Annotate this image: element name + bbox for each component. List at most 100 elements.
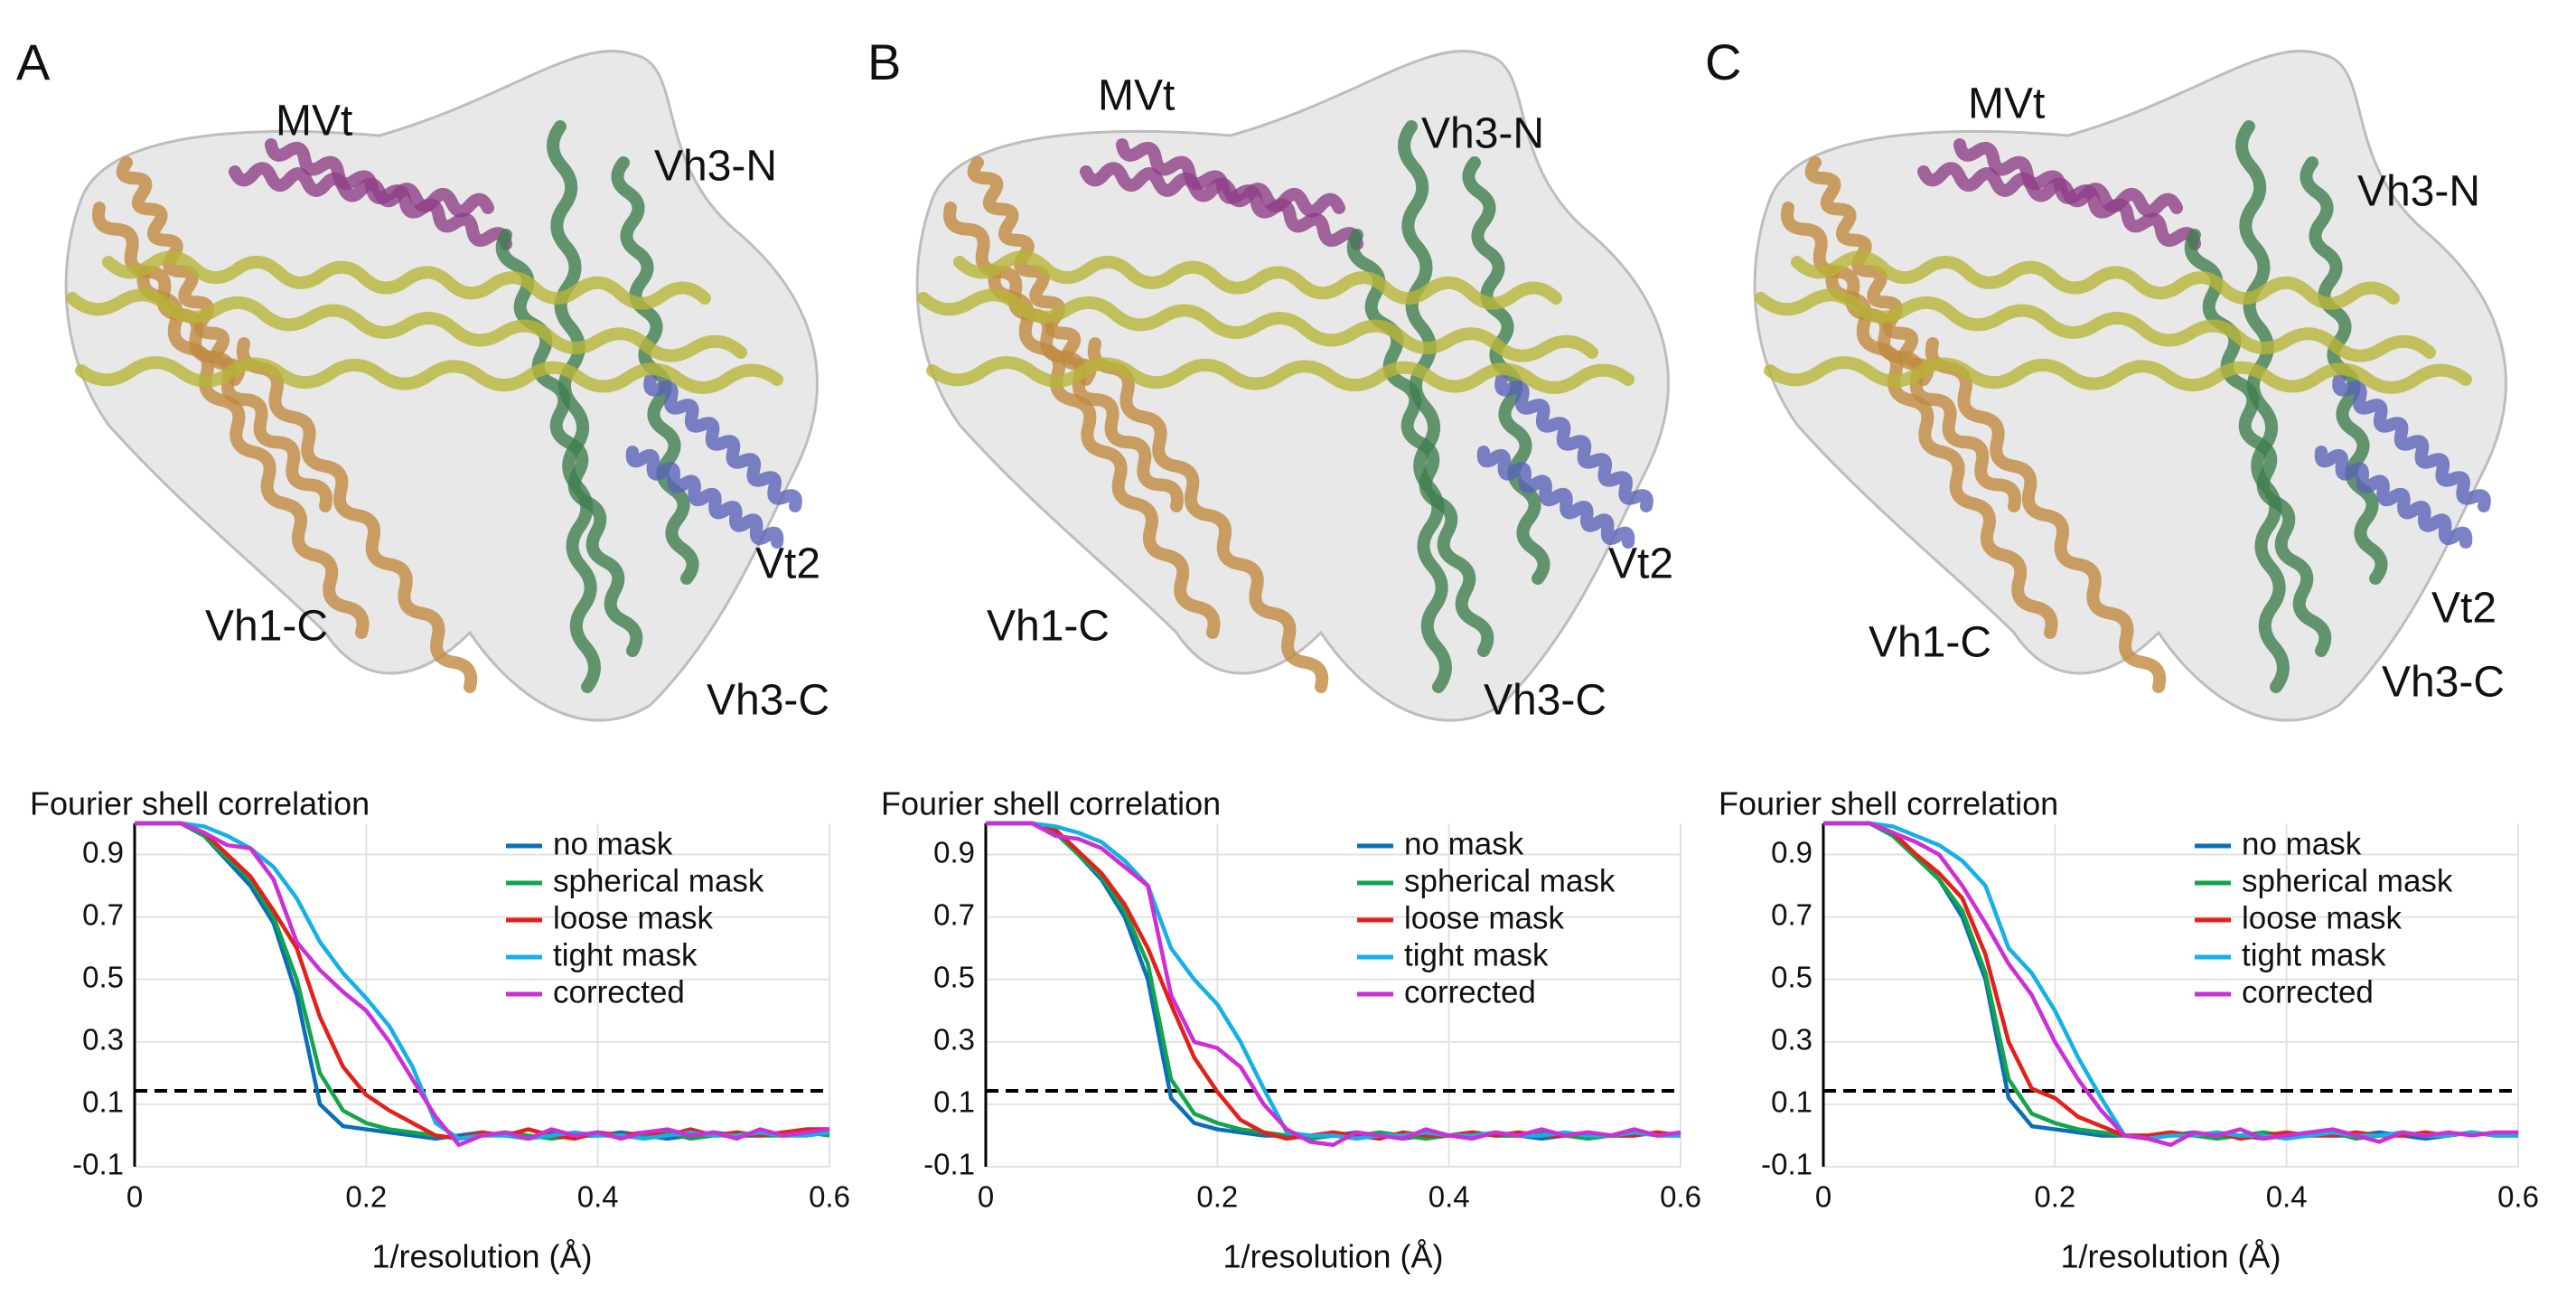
structure-label: MVt bbox=[1098, 72, 1175, 120]
helix bbox=[547, 120, 601, 693]
y-tick-label: 0.3 bbox=[933, 1023, 975, 1057]
legend-label: loose mask bbox=[2242, 900, 2403, 935]
panel-letter: C bbox=[1705, 33, 1741, 90]
helix bbox=[1755, 288, 2436, 362]
structure-label: Vh3-C bbox=[1484, 677, 1606, 725]
y-tick-label: 0.3 bbox=[1771, 1023, 1813, 1057]
y-tick-label: 0.9 bbox=[1771, 835, 1813, 869]
structure-panel: B MVt Vh3-N Vt2 Vh1-C Vh3-C bbox=[867, 33, 1673, 725]
fsc-line bbox=[135, 821, 830, 1148]
y-tick-label: 0.1 bbox=[1771, 1085, 1813, 1119]
helix bbox=[66, 288, 747, 362]
panel-letter: A bbox=[16, 33, 51, 90]
x-tick-label: 0.6 bbox=[1660, 1180, 1701, 1214]
legend-label: spherical mask bbox=[2242, 863, 2453, 898]
structure-label: MVt bbox=[1968, 80, 2045, 128]
y-tick-label: -0.1 bbox=[72, 1148, 124, 1181]
helix bbox=[1476, 446, 1635, 549]
x-tick-label: 0.6 bbox=[809, 1180, 850, 1214]
y-tick-label: 0.5 bbox=[933, 960, 975, 993]
helix bbox=[2235, 120, 2290, 693]
x-axis-title: 1/resolution (Å) bbox=[371, 1238, 592, 1275]
helix bbox=[1953, 138, 2201, 250]
y-tick-label: 0.5 bbox=[82, 960, 124, 993]
legend-label: no mask bbox=[553, 826, 673, 861]
y-tick-label: 0.1 bbox=[82, 1085, 124, 1119]
helix bbox=[1925, 337, 2167, 693]
legend-label: corrected bbox=[553, 974, 685, 1010]
helix bbox=[495, 229, 643, 657]
structure-panel: C MVt Vh3-N Vt2 Vh1-C Vh3-C bbox=[1705, 33, 2507, 722]
structure-label: Vt2 bbox=[1608, 540, 1673, 588]
structure-label: Vh1-C bbox=[1869, 619, 1991, 667]
helix bbox=[102, 250, 711, 310]
helix bbox=[1825, 265, 2058, 639]
helix bbox=[2332, 373, 2491, 512]
legend-label: corrected bbox=[2242, 974, 2374, 1010]
legend-label: loose mask bbox=[553, 900, 714, 935]
legend-label: spherical mask bbox=[553, 863, 764, 898]
y-tick-label: 0.3 bbox=[82, 1023, 124, 1057]
structure-label: Vh3-C bbox=[2382, 659, 2505, 707]
helix bbox=[926, 356, 1635, 394]
legend-label: loose mask bbox=[1404, 900, 1565, 935]
helix bbox=[136, 265, 370, 639]
structure-label: Vh3-N bbox=[1421, 110, 1544, 158]
helix bbox=[953, 250, 1562, 310]
y-tick-label: 0.1 bbox=[933, 1085, 975, 1119]
helix bbox=[967, 156, 1097, 386]
x-tick-label: 0.2 bbox=[345, 1180, 387, 1214]
x-tick-label: 0 bbox=[978, 1180, 994, 1214]
x-tick-label: 0.4 bbox=[1429, 1180, 1470, 1214]
fsc-chart: -0.1 0.1 0.3 0.5 0.7 0.9 0 0.2 0.4 0.6 Fourier she… bbox=[881, 785, 1701, 1275]
helix bbox=[1791, 250, 2400, 310]
legend-label: corrected bbox=[1404, 974, 1536, 1010]
helix bbox=[1398, 120, 1452, 693]
helix bbox=[229, 162, 494, 218]
helix bbox=[75, 356, 783, 394]
helix bbox=[1494, 373, 1653, 512]
y-tick-label: 0.9 bbox=[933, 835, 975, 869]
helix bbox=[2314, 446, 2473, 549]
structure-label: Vt2 bbox=[2431, 585, 2496, 633]
panel-letter: B bbox=[867, 33, 901, 90]
x-tick-label: 0.6 bbox=[2497, 1180, 2539, 1214]
y-tick-label: -0.1 bbox=[923, 1148, 975, 1181]
helix bbox=[1116, 138, 1363, 250]
helix bbox=[1346, 229, 1494, 657]
fsc-line bbox=[986, 821, 1681, 1148]
legend-label: spherical mask bbox=[1404, 863, 1616, 898]
helix bbox=[2184, 229, 2332, 657]
helix bbox=[1804, 156, 1934, 386]
y-tick-label: 0.5 bbox=[1771, 960, 1813, 993]
helix bbox=[1917, 162, 2183, 218]
y-tick-label: 0.7 bbox=[933, 897, 975, 931]
x-tick-label: 0.2 bbox=[2034, 1180, 2075, 1214]
helix bbox=[1764, 356, 2472, 394]
x-tick-label: 0 bbox=[126, 1180, 143, 1214]
chart-title: Fourier shell correlation bbox=[881, 785, 1221, 822]
fsc-line bbox=[1823, 821, 2518, 1148]
helix bbox=[988, 265, 1221, 639]
x-axis-title: 1/resolution (Å) bbox=[2060, 1238, 2281, 1275]
structure-label: Vh1-C bbox=[987, 603, 1110, 651]
x-tick-label: 0.2 bbox=[1196, 1180, 1238, 1214]
fsc-chart: -0.1 0.1 0.3 0.5 0.7 0.9 0 0.2 0.4 0.6 Fourier she… bbox=[1719, 785, 2539, 1275]
helix bbox=[116, 156, 246, 386]
helix bbox=[917, 288, 1598, 362]
y-tick-label: 0.7 bbox=[1771, 897, 1813, 931]
y-tick-label: 0.9 bbox=[82, 835, 124, 869]
x-tick-label: 0.4 bbox=[2266, 1180, 2308, 1214]
structure-label: Vh3-N bbox=[2357, 168, 2480, 216]
structure-label: Vt2 bbox=[755, 540, 820, 588]
helix bbox=[236, 337, 478, 693]
helix bbox=[643, 373, 802, 512]
x-tick-label: 0.4 bbox=[577, 1180, 619, 1214]
fsc-line bbox=[986, 821, 1681, 1141]
legend-label: tight mask bbox=[2242, 937, 2386, 972]
legend-label: no mask bbox=[2242, 826, 2362, 861]
structure-label: MVt bbox=[276, 98, 352, 146]
fsc-line bbox=[1823, 821, 2519, 1141]
helix bbox=[625, 446, 784, 549]
